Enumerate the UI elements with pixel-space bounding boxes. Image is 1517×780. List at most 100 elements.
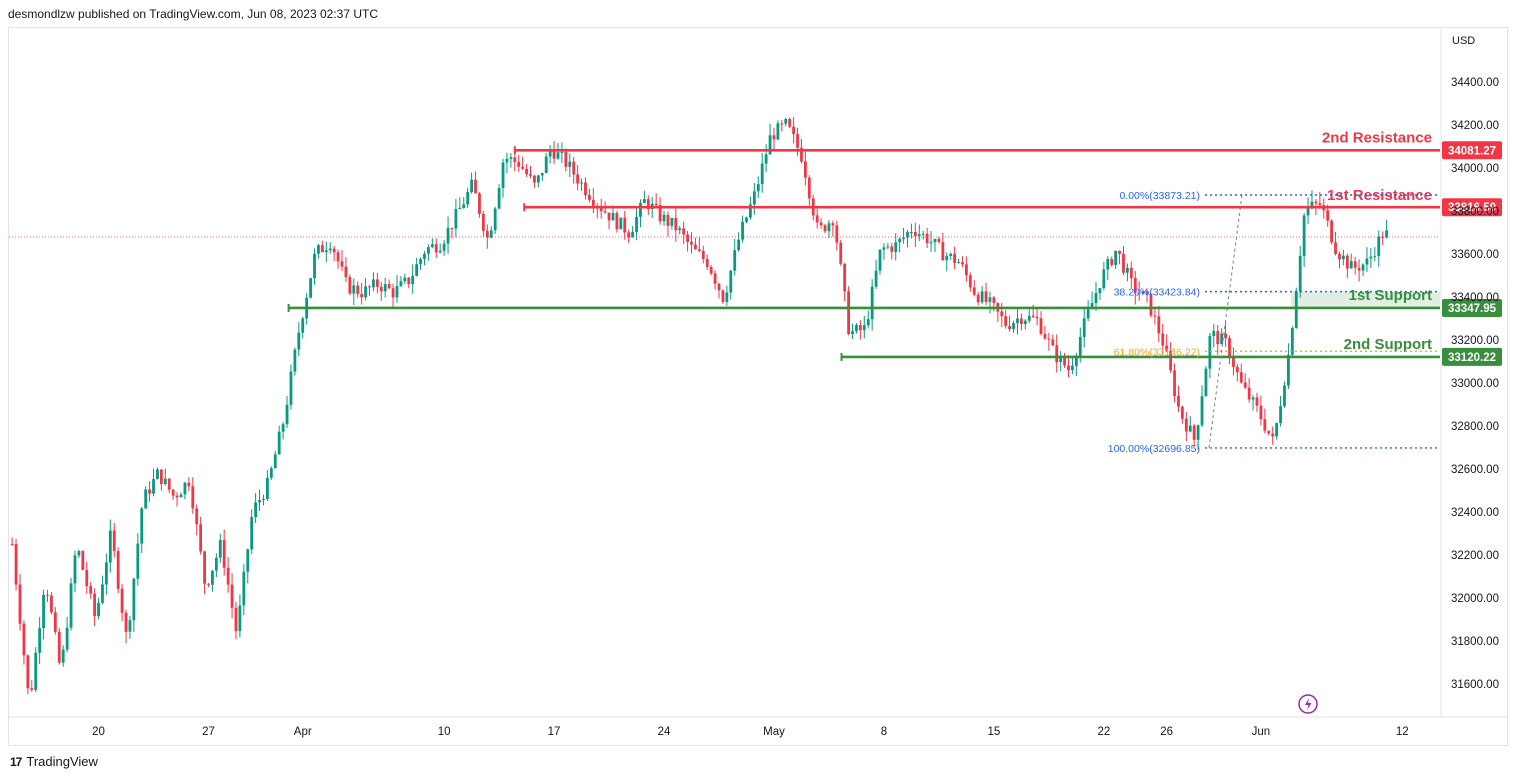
candle-body xyxy=(992,297,996,303)
candle-body xyxy=(1204,368,1208,397)
candle-body xyxy=(937,238,941,243)
y-tick-label: 33800.00 xyxy=(1451,206,1499,218)
candle-body xyxy=(171,489,175,496)
chart-frame[interactable] xyxy=(8,27,1508,746)
candle-body xyxy=(313,253,316,279)
level-price-tag xyxy=(1442,198,1502,217)
candle-body xyxy=(1385,230,1388,238)
x-tick-label: 15 xyxy=(987,726,1000,738)
candle-body xyxy=(599,207,603,212)
candle-body xyxy=(835,225,839,243)
candle-body xyxy=(65,627,69,650)
candle-body xyxy=(1279,406,1282,424)
level-price-tag-text: 34081.27 xyxy=(1448,145,1496,157)
candle-body xyxy=(34,652,38,690)
time-axis[interactable]: 20 27 Apr 10 17 24 May 8 15 22 26 Jun 12 xyxy=(9,716,1507,738)
candle-body xyxy=(1137,292,1141,294)
y-tick-label: 32800.00 xyxy=(1451,421,1499,433)
y-tick-label: 34200.00 xyxy=(1451,120,1499,132)
y-tick-label: 31600.00 xyxy=(1451,679,1499,691)
candle-body xyxy=(250,517,254,550)
candle-body xyxy=(1173,370,1176,397)
candle-body xyxy=(780,123,784,125)
candle-body xyxy=(839,242,843,264)
candle-body xyxy=(18,584,22,624)
candle-body xyxy=(481,213,485,231)
candle-body xyxy=(552,150,556,159)
candle-body xyxy=(666,214,670,226)
candle-body xyxy=(1357,267,1361,271)
candle-body xyxy=(752,191,756,205)
candle-body xyxy=(1228,338,1231,359)
candle-body xyxy=(132,578,136,621)
candle-body xyxy=(297,332,301,350)
candle-body xyxy=(984,291,988,302)
y-tick-label: 33600.00 xyxy=(1451,249,1499,261)
candle-body xyxy=(564,151,568,167)
candle-body xyxy=(1349,261,1353,269)
fib-label: 0.00%(33873.21) xyxy=(1119,190,1200,202)
candle-body xyxy=(46,594,49,596)
candle-body xyxy=(1086,309,1090,319)
level-name-label: 2nd Support xyxy=(1344,336,1432,353)
price-axis[interactable]: USD 34400.00 34200.00 34000.00 33800.00 33600… xyxy=(1440,28,1499,717)
candle-body xyxy=(756,184,760,192)
candle-body xyxy=(619,217,623,230)
candle-body xyxy=(827,223,831,232)
candle-body xyxy=(1220,333,1224,345)
candle-body xyxy=(1177,396,1180,407)
candle-body xyxy=(466,192,470,205)
candle-body xyxy=(226,567,230,585)
candle-body xyxy=(1369,256,1373,259)
candle-body xyxy=(395,286,399,298)
candle-body xyxy=(1377,236,1381,257)
candle-body xyxy=(1149,293,1153,316)
x-tick-label: May xyxy=(763,726,785,738)
lightning-bolt xyxy=(1305,698,1312,710)
candle-body xyxy=(1055,345,1059,363)
level-price-tag-text: 33816.50 xyxy=(1448,202,1496,214)
candle-body xyxy=(85,569,89,587)
candle-body xyxy=(238,605,242,632)
candle-body xyxy=(548,150,552,157)
candle-body xyxy=(953,253,957,263)
candle-body xyxy=(1126,267,1129,273)
candle-body xyxy=(163,478,167,485)
tradingview-logo-icon: 17 xyxy=(10,754,22,769)
candle-body xyxy=(309,278,312,298)
candle-body xyxy=(1365,258,1369,265)
candle-body xyxy=(623,217,627,233)
candle-body xyxy=(890,246,894,252)
candle-body xyxy=(336,252,340,262)
candle-body xyxy=(116,551,120,589)
candle-body xyxy=(1318,203,1322,205)
candle-body xyxy=(124,612,128,632)
candle-body xyxy=(1283,385,1286,407)
candle-body xyxy=(1157,316,1161,334)
candle-body xyxy=(1306,206,1310,216)
candle-body xyxy=(776,123,780,140)
candle-body xyxy=(368,286,371,288)
candle-body xyxy=(1326,210,1330,221)
candle-body xyxy=(501,162,505,188)
candle-body xyxy=(894,242,898,252)
candle-body xyxy=(352,285,356,294)
candle-body xyxy=(576,174,580,184)
footer-brand[interactable]: 17 TradingView xyxy=(10,754,98,769)
candle-body xyxy=(411,275,415,285)
candle-body xyxy=(1008,325,1012,329)
candle-body xyxy=(324,250,328,253)
fib-trend-line xyxy=(1208,194,1243,448)
candle-body xyxy=(320,245,324,253)
candle-body xyxy=(332,248,336,253)
candle-body xyxy=(1016,318,1019,324)
fib-label: 61.80%(33146.22) xyxy=(1114,346,1200,358)
candle-body xyxy=(387,284,391,289)
candle-body xyxy=(281,424,285,432)
candle-body xyxy=(77,551,81,556)
candle-body xyxy=(1259,405,1263,420)
candle-body xyxy=(289,371,293,405)
candle-body xyxy=(517,162,521,167)
candle-body xyxy=(1267,430,1271,434)
